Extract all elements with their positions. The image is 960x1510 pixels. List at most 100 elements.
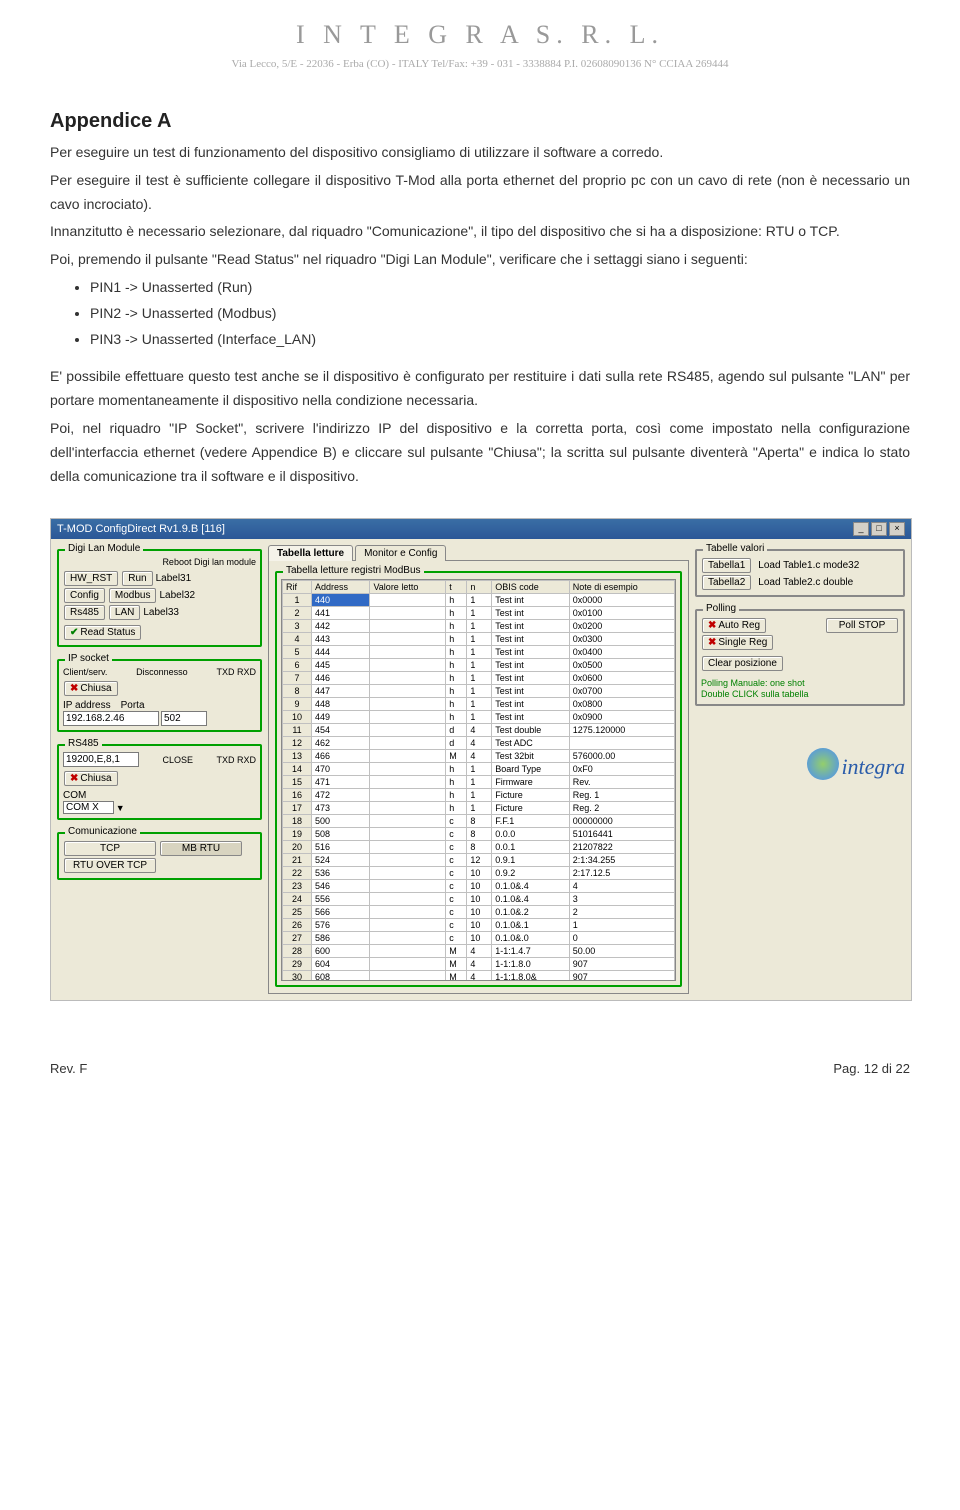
table-cell: 1 — [569, 919, 674, 932]
table-cell: 470 — [312, 763, 370, 776]
minimize-button[interactable]: _ — [853, 522, 869, 536]
table-row[interactable]: 20516c80.0.121207822 — [283, 841, 675, 854]
table-row[interactable]: 4443h1Test int0x0300 — [283, 633, 675, 646]
table-cell: 10 — [467, 906, 492, 919]
table-cell: c — [446, 854, 467, 867]
table-row[interactable]: 14470h1Board Type0xF0 — [283, 763, 675, 776]
table-cell: 1-1:1.8.0& — [492, 971, 569, 982]
close-button[interactable]: × — [889, 522, 905, 536]
table-row[interactable]: 23546c100.1.0&.44 — [283, 880, 675, 893]
tab-tabella-letture[interactable]: Tabella letture — [268, 545, 353, 561]
table-cell: 0 — [569, 932, 674, 945]
table-cell — [370, 867, 446, 880]
table-cell: 447 — [312, 685, 370, 698]
modbus-button[interactable]: Modbus — [109, 588, 157, 603]
x-icon: ✖ — [70, 683, 78, 694]
tabella2-button[interactable]: Tabella2 — [702, 575, 751, 590]
table-cell: 0x0300 — [569, 633, 674, 646]
table-row[interactable]: 6445h1Test int0x0500 — [283, 659, 675, 672]
table-cell: h — [446, 711, 467, 724]
table-cell: h — [446, 789, 467, 802]
table-row[interactable]: 17473h1FictureReg. 2 — [283, 802, 675, 815]
poll-stop-button[interactable]: Poll STOP — [826, 618, 898, 633]
table-row[interactable]: 30608M41-1:1.8.0&907 — [283, 971, 675, 982]
run-button[interactable]: Run — [122, 571, 152, 586]
table-row[interactable]: 25566c100.1.0&.22 — [283, 906, 675, 919]
maximize-button[interactable]: □ — [871, 522, 887, 536]
table-cell: 4 — [467, 724, 492, 737]
table-row[interactable]: 27586c100.1.0&.00 — [283, 932, 675, 945]
table-cell — [370, 815, 446, 828]
table-cell: 26 — [283, 919, 312, 932]
table-cell: h — [446, 698, 467, 711]
table-cell: 0.1.0&.1 — [492, 919, 569, 932]
table-cell: 1 — [467, 711, 492, 724]
table-row[interactable]: 11454d4Test double1275.120000 — [283, 724, 675, 737]
table-row[interactable]: 5444h1Test int0x0400 — [283, 646, 675, 659]
table-row[interactable]: 15471h1FirmwareRev. — [283, 776, 675, 789]
port-input[interactable] — [161, 711, 207, 726]
chiusa-rs485-button[interactable]: ✖Chiusa — [64, 771, 118, 786]
tcp-button[interactable]: TCP — [64, 841, 156, 856]
integra-logo: integra — [841, 754, 905, 780]
table-cell: 1 — [467, 789, 492, 802]
table-cell: 1 — [467, 698, 492, 711]
table-row[interactable]: 2441h1Test int0x0100 — [283, 607, 675, 620]
table-cell: 24 — [283, 893, 312, 906]
table-row[interactable]: 7446h1Test int0x0600 — [283, 672, 675, 685]
table-row[interactable]: 12462d4Test ADC — [283, 737, 675, 750]
table-row[interactable]: 19508c80.0.051016441 — [283, 828, 675, 841]
config-button[interactable]: Config — [64, 588, 105, 603]
table-row[interactable]: 13466M4Test 32bit576000.00 — [283, 750, 675, 763]
table-row[interactable]: 16472h1FictureReg. 1 — [283, 789, 675, 802]
table-row[interactable]: 18500c8F.F.100000000 — [283, 815, 675, 828]
table-row[interactable]: 8447h1Test int0x0700 — [283, 685, 675, 698]
com-label: COM — [63, 790, 256, 801]
hwrst-button[interactable]: HW_RST — [64, 571, 118, 586]
table-row[interactable]: 28600M41-1:1.4.750.00 — [283, 945, 675, 958]
chiusa-button[interactable]: ✖Chiusa — [64, 681, 118, 696]
table-cell: 446 — [312, 672, 370, 685]
tabella1-button[interactable]: Tabella1 — [702, 558, 751, 573]
auto-reg-button[interactable]: ✖Auto Reg — [702, 618, 766, 633]
table-cell: 0x0800 — [569, 698, 674, 711]
table-cell: 4 — [569, 880, 674, 893]
rs485-button[interactable]: Rs485 — [64, 605, 105, 620]
group-legend: Digi Lan Module — [65, 543, 143, 554]
table-row[interactable]: 29604M41-1:1.8.0907 — [283, 958, 675, 971]
mbrtu-button[interactable]: MB RTU — [160, 841, 242, 856]
table-cell: 21 — [283, 854, 312, 867]
tabella1-desc: Load Table1.c mode32 — [758, 560, 859, 571]
table-row[interactable]: 21524c120.9.12:1:34.255 — [283, 854, 675, 867]
table-row[interactable]: 10449h1Test int0x0900 — [283, 711, 675, 724]
table-cell: M — [446, 971, 467, 982]
table-row[interactable]: 24556c100.1.0&.43 — [283, 893, 675, 906]
table-cell: 12 — [467, 854, 492, 867]
table-row[interactable]: 3442h1Test int0x0200 — [283, 620, 675, 633]
paragraph-1: Per eseguire un test di funzionamento de… — [50, 141, 910, 165]
table-row[interactable]: 9448h1Test int0x0800 — [283, 698, 675, 711]
lan-button[interactable]: LAN — [109, 605, 140, 620]
table-cell: h — [446, 607, 467, 620]
rtu-over-tcp-button[interactable]: RTU OVER TCP — [64, 858, 156, 873]
table-cell — [370, 672, 446, 685]
label31: Label31 — [156, 573, 192, 584]
read-status-button[interactable]: ✔Read Status — [64, 625, 141, 640]
table-cell: h — [446, 776, 467, 789]
table-cell: 546 — [312, 880, 370, 893]
appendix-title: Appendice A — [50, 110, 910, 133]
rs485-cfg-input[interactable] — [63, 752, 139, 767]
table-row[interactable]: 26576c100.1.0&.11 — [283, 919, 675, 932]
table-row[interactable]: 22536c100.9.22:17.12.5 — [283, 867, 675, 880]
single-reg-button[interactable]: ✖Single Reg — [702, 635, 773, 650]
table-cell: 448 — [312, 698, 370, 711]
table-cell: 29 — [283, 958, 312, 971]
ip-input[interactable] — [63, 711, 159, 726]
tab-monitor-config[interactable]: Monitor e Config — [355, 545, 446, 561]
com-select[interactable]: COM X — [63, 801, 114, 814]
table-cell: 0xF0 — [569, 763, 674, 776]
table-row[interactable]: 1440h1Test int0x0000 — [283, 594, 675, 607]
table-scroll[interactable]: RifAddressValore lettotnOBIS codeNote di… — [281, 579, 676, 981]
clear-posizione-button[interactable]: Clear posizione — [702, 656, 783, 671]
table-cell — [370, 737, 446, 750]
